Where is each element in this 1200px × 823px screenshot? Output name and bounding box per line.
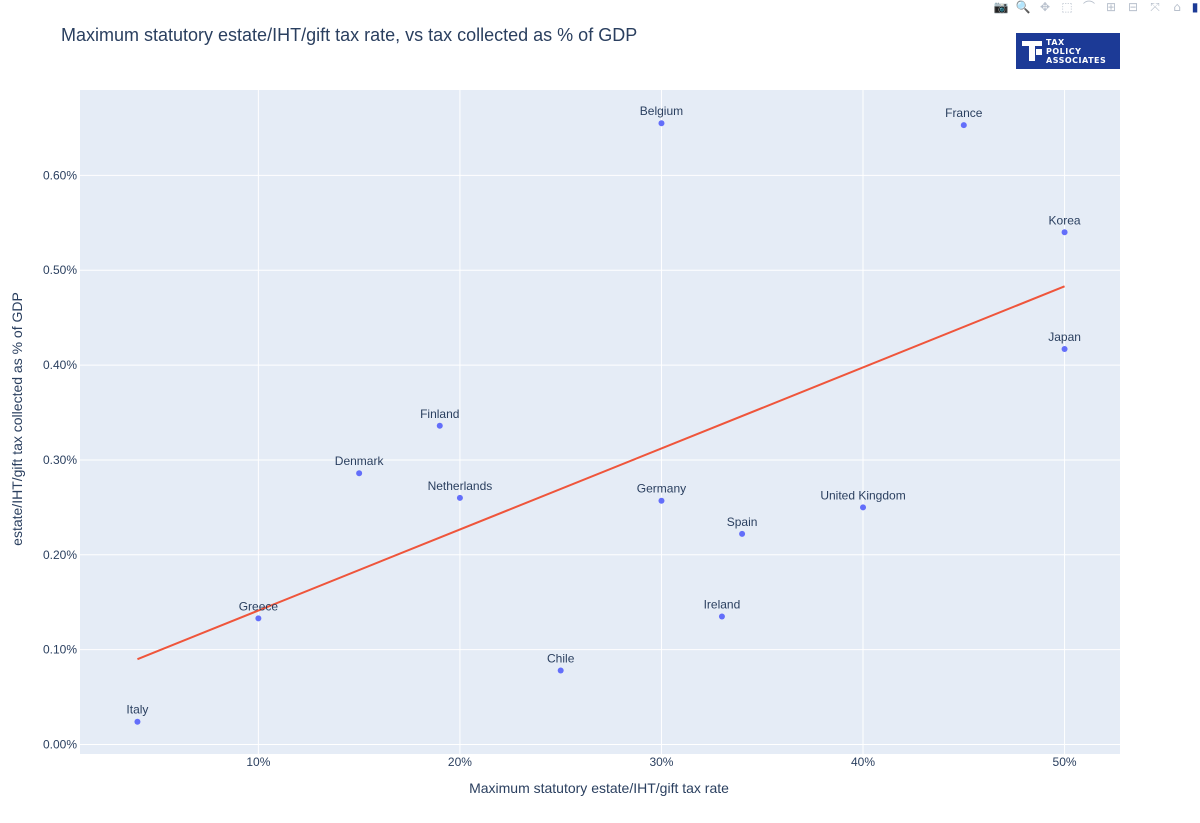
data-point[interactable]	[557, 667, 564, 674]
logo-line: TAX	[1046, 37, 1065, 47]
box-select-icon[interactable]: ⬚	[1061, 0, 1073, 14]
lasso-icon[interactable]: ⌒	[1082, 0, 1095, 14]
data-point[interactable]	[658, 120, 665, 127]
x-tick-label: 10%	[246, 755, 270, 769]
logo-line: POLICY	[1046, 46, 1082, 56]
data-point[interactable]	[658, 497, 665, 504]
chart-title: Maximum statutory estate/IHT/gift tax ra…	[61, 25, 637, 45]
point-label: Netherlands	[428, 479, 493, 493]
point-labels: Belgium France Korea Japan Finland Denmark Net…	[126, 104, 1080, 717]
zoom-in-icon[interactable]: ⊞	[1105, 0, 1117, 14]
x-tick-labels: 10% 20% 30% 40% 50%	[246, 755, 1077, 769]
point-label: Spain	[727, 515, 758, 529]
point-label: Germany	[637, 482, 686, 496]
point-label: Chile	[547, 652, 575, 666]
y-tick-label: 0.60%	[43, 168, 77, 182]
data-point[interactable]	[718, 613, 725, 620]
zoom-icon[interactable]: 🔍	[1015, 0, 1031, 14]
x-tick-label: 20%	[448, 755, 472, 769]
x-axis-title: Maximum statutory estate/IHT/gift tax ra…	[469, 780, 729, 796]
y-tick-label: 0.50%	[43, 263, 77, 277]
data-point[interactable]	[255, 615, 262, 622]
reset-axes-icon[interactable]: ⌂	[1173, 0, 1181, 14]
data-points	[134, 120, 1068, 725]
y-tick-labels: 0.00% 0.10% 0.20% 0.30% 0.40% 0.50% 0.60%	[43, 168, 77, 751]
x-gridlines	[257, 90, 1066, 754]
y-tick-label: 0.00%	[43, 738, 77, 752]
point-label: Ireland	[704, 597, 741, 611]
logo-text: TAX POLICY ASSOCIATES	[1046, 38, 1106, 65]
data-point[interactable]	[960, 122, 967, 129]
data-point[interactable]	[356, 470, 363, 477]
x-tick-label: 30%	[649, 755, 673, 769]
y-gridlines	[80, 174, 1120, 746]
point-label: Belgium	[640, 104, 683, 118]
data-point[interactable]	[739, 530, 746, 537]
trendline	[137, 285, 1065, 661]
data-point[interactable]	[1061, 345, 1068, 352]
data-point[interactable]	[1061, 229, 1068, 236]
point-label: Greece	[239, 599, 279, 613]
data-point[interactable]	[456, 494, 463, 501]
y-axis-title: estate/IHT/gift tax collected as % of GD…	[9, 292, 25, 546]
point-label: Finland	[420, 407, 459, 421]
plot-area[interactable]	[80, 90, 1120, 754]
data-point[interactable]	[436, 422, 443, 429]
data-point[interactable]	[134, 718, 141, 725]
x-tick-label: 40%	[851, 755, 875, 769]
autoscale-icon[interactable]: ⤧	[1150, 0, 1160, 14]
point-label: Japan	[1048, 330, 1081, 344]
camera-icon[interactable]: 📷	[993, 0, 1009, 14]
point-label: Korea	[1049, 213, 1081, 227]
modebar: 📷 🔍 ✥ ⬚ ⌒ ⊞ ⊟ ⤧ ⌂ ▮	[992, 0, 1200, 14]
y-tick-label: 0.10%	[43, 643, 77, 657]
point-label: France	[945, 106, 983, 120]
point-label: Italy	[126, 703, 148, 717]
y-tick-label: 0.20%	[43, 548, 77, 562]
point-label: United Kingdom	[820, 488, 905, 502]
zoom-out-icon[interactable]: ⊟	[1127, 0, 1139, 14]
pan-icon[interactable]: ✥	[1039, 0, 1051, 14]
y-tick-label: 0.40%	[43, 358, 77, 372]
logo-mark-icon	[1022, 41, 1042, 61]
x-tick-label: 50%	[1053, 755, 1077, 769]
y-tick-label: 0.30%	[43, 453, 77, 467]
logo-line: ASSOCIATES	[1046, 55, 1107, 65]
point-label: Denmark	[335, 454, 385, 468]
tax-policy-associates-logo: TAX POLICY ASSOCIATES	[1016, 33, 1120, 69]
plotly-logo-icon[interactable]: ▮	[1191, 0, 1199, 14]
data-point[interactable]	[860, 504, 867, 511]
